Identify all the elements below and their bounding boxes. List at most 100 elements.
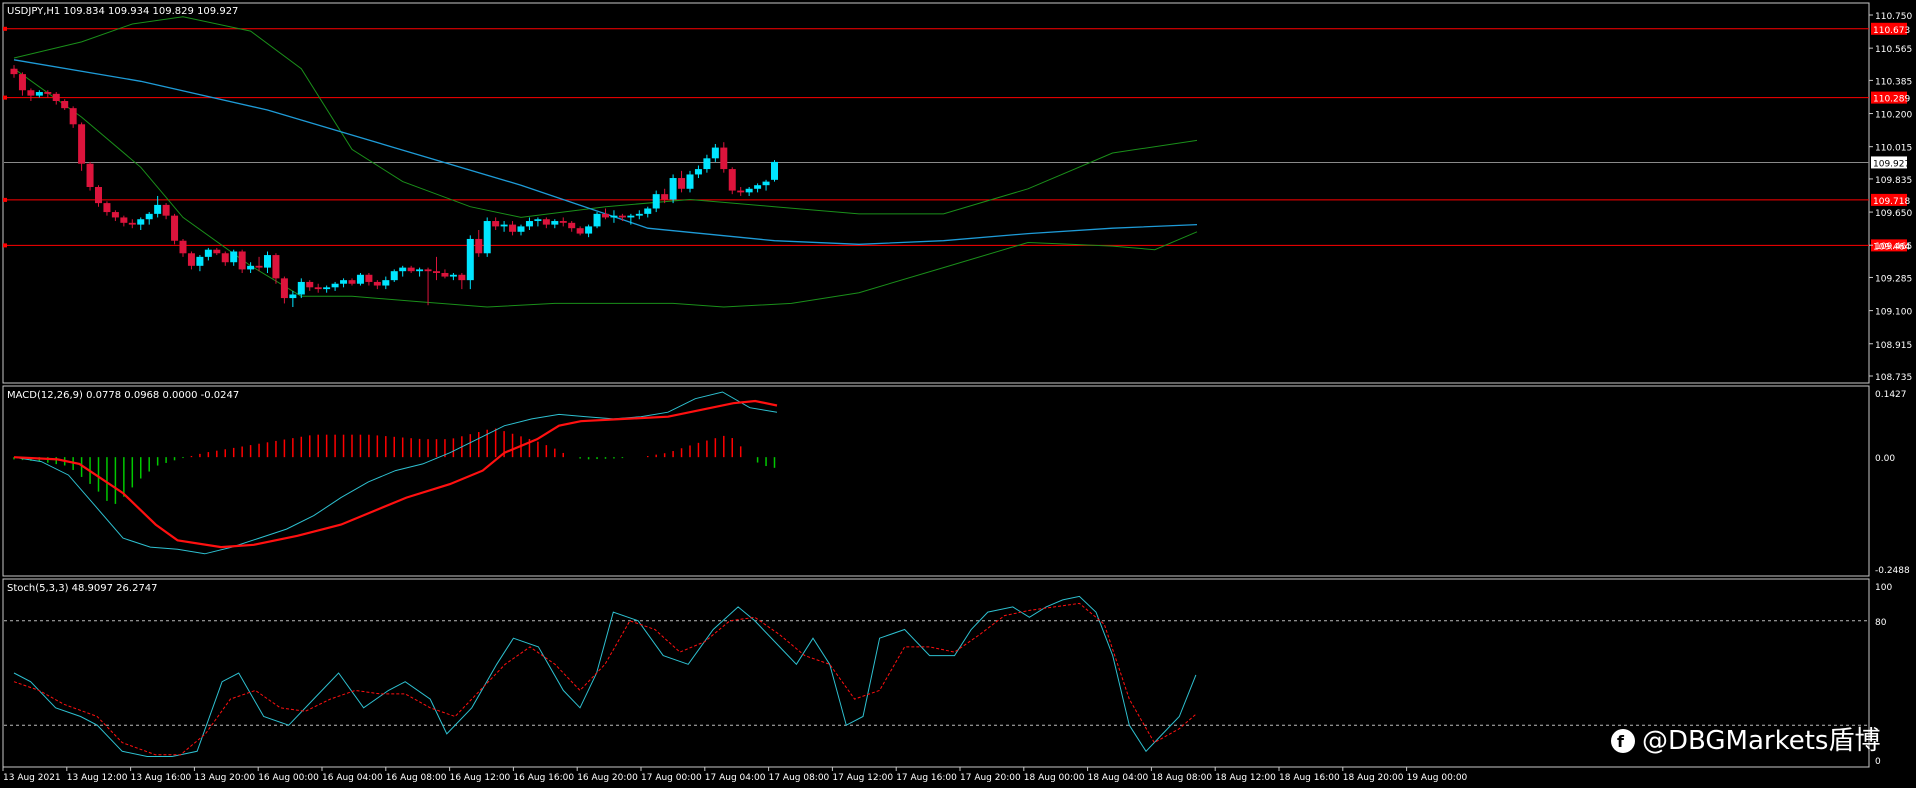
candle[interactable] <box>517 224 525 236</box>
candle[interactable] <box>669 174 677 204</box>
candle[interactable] <box>196 255 204 272</box>
candle[interactable] <box>306 280 314 291</box>
watermark: f @DBGMarkets盾博 <box>1611 726 1880 756</box>
candle[interactable] <box>525 217 533 230</box>
line-anchor-marker[interactable] <box>3 243 7 248</box>
candle[interactable] <box>356 272 364 286</box>
candle[interactable] <box>771 160 778 182</box>
candle[interactable] <box>593 212 601 229</box>
candle[interactable] <box>754 183 762 193</box>
candle[interactable] <box>297 278 305 299</box>
candle[interactable] <box>382 276 390 290</box>
candle[interactable] <box>534 217 542 227</box>
candle[interactable] <box>576 226 584 236</box>
candle[interactable] <box>618 213 626 222</box>
candle[interactable] <box>255 256 263 272</box>
candle[interactable] <box>407 265 415 273</box>
candle[interactable] <box>52 92 60 105</box>
candle[interactable] <box>44 90 52 98</box>
candle[interactable] <box>661 188 669 204</box>
candle[interactable] <box>644 206 652 218</box>
candle[interactable] <box>348 278 356 286</box>
candle[interactable] <box>745 186 753 196</box>
candle[interactable] <box>120 215 128 227</box>
price-tick-label: 110.750 <box>1875 12 1912 22</box>
candle[interactable] <box>10 65 18 78</box>
candle[interactable] <box>272 253 280 284</box>
candle[interactable] <box>627 213 635 225</box>
candle[interactable] <box>635 210 643 220</box>
line-anchor-marker[interactable] <box>3 197 7 202</box>
candle[interactable] <box>610 210 618 223</box>
candle[interactable] <box>720 142 728 173</box>
candle[interactable] <box>686 170 694 193</box>
candle[interactable] <box>264 251 271 273</box>
candle[interactable] <box>289 290 297 308</box>
candle[interactable] <box>86 161 94 191</box>
candle[interactable] <box>703 154 711 173</box>
candle[interactable] <box>331 281 339 291</box>
candle[interactable] <box>373 280 381 290</box>
candle[interactable] <box>551 219 559 229</box>
candle[interactable] <box>238 249 246 273</box>
candle[interactable] <box>542 217 550 229</box>
candle[interactable] <box>500 221 508 232</box>
candle[interactable] <box>399 265 407 277</box>
candle[interactable] <box>204 247 212 261</box>
candle[interactable] <box>162 203 170 220</box>
candle[interactable] <box>602 208 609 220</box>
candle[interactable] <box>492 217 500 230</box>
macd-tick-label: -0.2488 <box>1875 566 1910 576</box>
candle[interactable] <box>762 179 770 191</box>
candle[interactable] <box>652 190 660 213</box>
candle[interactable] <box>424 267 432 306</box>
candle[interactable] <box>340 278 348 288</box>
candle[interactable] <box>61 99 69 110</box>
candle[interactable] <box>711 143 719 162</box>
candle[interactable] <box>230 249 238 266</box>
candle[interactable] <box>247 262 255 273</box>
line-anchor-marker[interactable] <box>3 26 7 31</box>
candle[interactable] <box>728 167 736 195</box>
candle[interactable] <box>694 165 702 179</box>
candle[interactable] <box>458 272 466 290</box>
candle[interactable] <box>559 217 567 227</box>
candle-body <box>306 281 314 288</box>
candle[interactable] <box>35 90 43 98</box>
candle[interactable] <box>78 122 86 171</box>
candle[interactable] <box>187 251 195 270</box>
candle[interactable] <box>137 217 145 230</box>
candle[interactable] <box>483 217 491 257</box>
candle[interactable] <box>280 276 288 304</box>
candle[interactable] <box>179 238 187 257</box>
candle[interactable] <box>568 221 576 232</box>
candle[interactable] <box>145 212 153 225</box>
candle[interactable] <box>314 283 322 293</box>
candle[interactable] <box>390 269 398 282</box>
candle[interactable] <box>69 106 77 128</box>
candle[interactable] <box>221 251 229 266</box>
candle[interactable] <box>509 221 517 236</box>
candle[interactable] <box>737 186 745 196</box>
candle[interactable] <box>171 213 179 245</box>
candle[interactable] <box>27 88 35 101</box>
candle[interactable] <box>18 72 26 96</box>
candle[interactable] <box>678 170 686 193</box>
candle[interactable] <box>475 229 483 257</box>
candle[interactable] <box>466 235 474 290</box>
candle[interactable] <box>416 267 424 277</box>
candle[interactable] <box>433 256 440 281</box>
candle[interactable] <box>585 224 593 238</box>
candle[interactable] <box>323 285 331 293</box>
candle[interactable] <box>111 210 119 222</box>
candle[interactable] <box>441 269 449 279</box>
candle[interactable] <box>103 201 111 216</box>
candle[interactable] <box>365 272 373 286</box>
candle[interactable] <box>449 272 457 281</box>
candle[interactable] <box>128 219 136 229</box>
candle[interactable] <box>154 195 162 218</box>
candle[interactable] <box>213 247 221 256</box>
candle[interactable] <box>95 185 102 207</box>
line-anchor-marker[interactable] <box>3 95 7 100</box>
